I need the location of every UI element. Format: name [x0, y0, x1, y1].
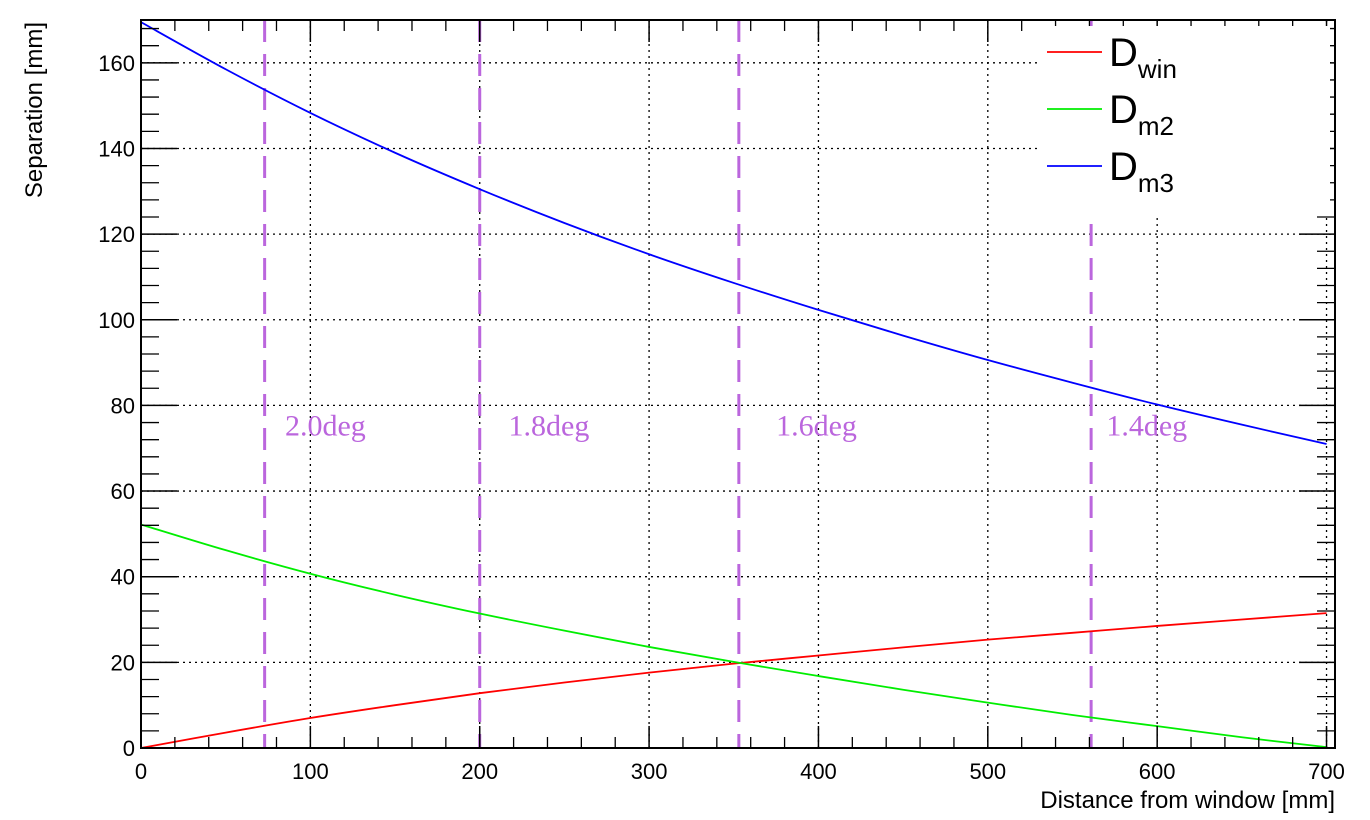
series-win-line: [140, 612, 1327, 749]
x-tick-label: 300: [631, 759, 668, 784]
legend-subscript-m3: m3: [1138, 168, 1174, 198]
y-tick-label: 40: [111, 565, 135, 590]
series-lines: [140, 21, 1327, 749]
legend-subscript-m2: m2: [1138, 111, 1174, 141]
y-tick-label: 100: [98, 308, 135, 333]
y-tick-label: 140: [98, 136, 135, 161]
x-tick-label: 400: [800, 759, 837, 784]
y-tick-label: 80: [111, 393, 135, 418]
angle-annotation: 1.4deg: [1106, 409, 1187, 442]
y-tick-label: 120: [98, 222, 135, 247]
y-tick-label: 0: [123, 736, 135, 761]
angle-annotation: 1.8deg: [509, 409, 590, 442]
y-tick-label: 60: [111, 479, 135, 504]
legend-subscript-win: win: [1137, 54, 1177, 84]
angle-annotation: 1.6deg: [776, 409, 857, 442]
plot-frame: [140, 19, 1336, 749]
x-tick-label: 700: [1308, 759, 1345, 784]
tick-labels: 0 100 200 300 400 500 600 700 0 20 40 60 80 100 120 140…: [98, 51, 1345, 784]
axis-ticks: [140, 20, 1335, 749]
x-tick-label: 500: [969, 759, 1006, 784]
x-tick-label: 0: [135, 759, 147, 784]
y-tick-label: 20: [111, 650, 135, 675]
x-tick-label: 600: [1139, 759, 1176, 784]
x-axis-title: Distance from window [mm]: [1040, 787, 1335, 814]
angle-annotation: 2.0deg: [285, 409, 366, 442]
y-axis-title: Separation [mm]: [21, 22, 48, 198]
grid: [141, 20, 1335, 748]
angle-annotations: 2.0deg 1.8deg 1.6deg 1.4deg: [285, 409, 1187, 442]
series-m3-line: [140, 21, 1327, 445]
x-tick-label: 100: [292, 759, 329, 784]
legend-background: [1040, 26, 1330, 216]
reference-lines: [263, 20, 1093, 748]
y-tick-label: 160: [98, 51, 135, 76]
x-tick-label: 200: [461, 759, 498, 784]
series-m2-line: [140, 523, 1327, 749]
